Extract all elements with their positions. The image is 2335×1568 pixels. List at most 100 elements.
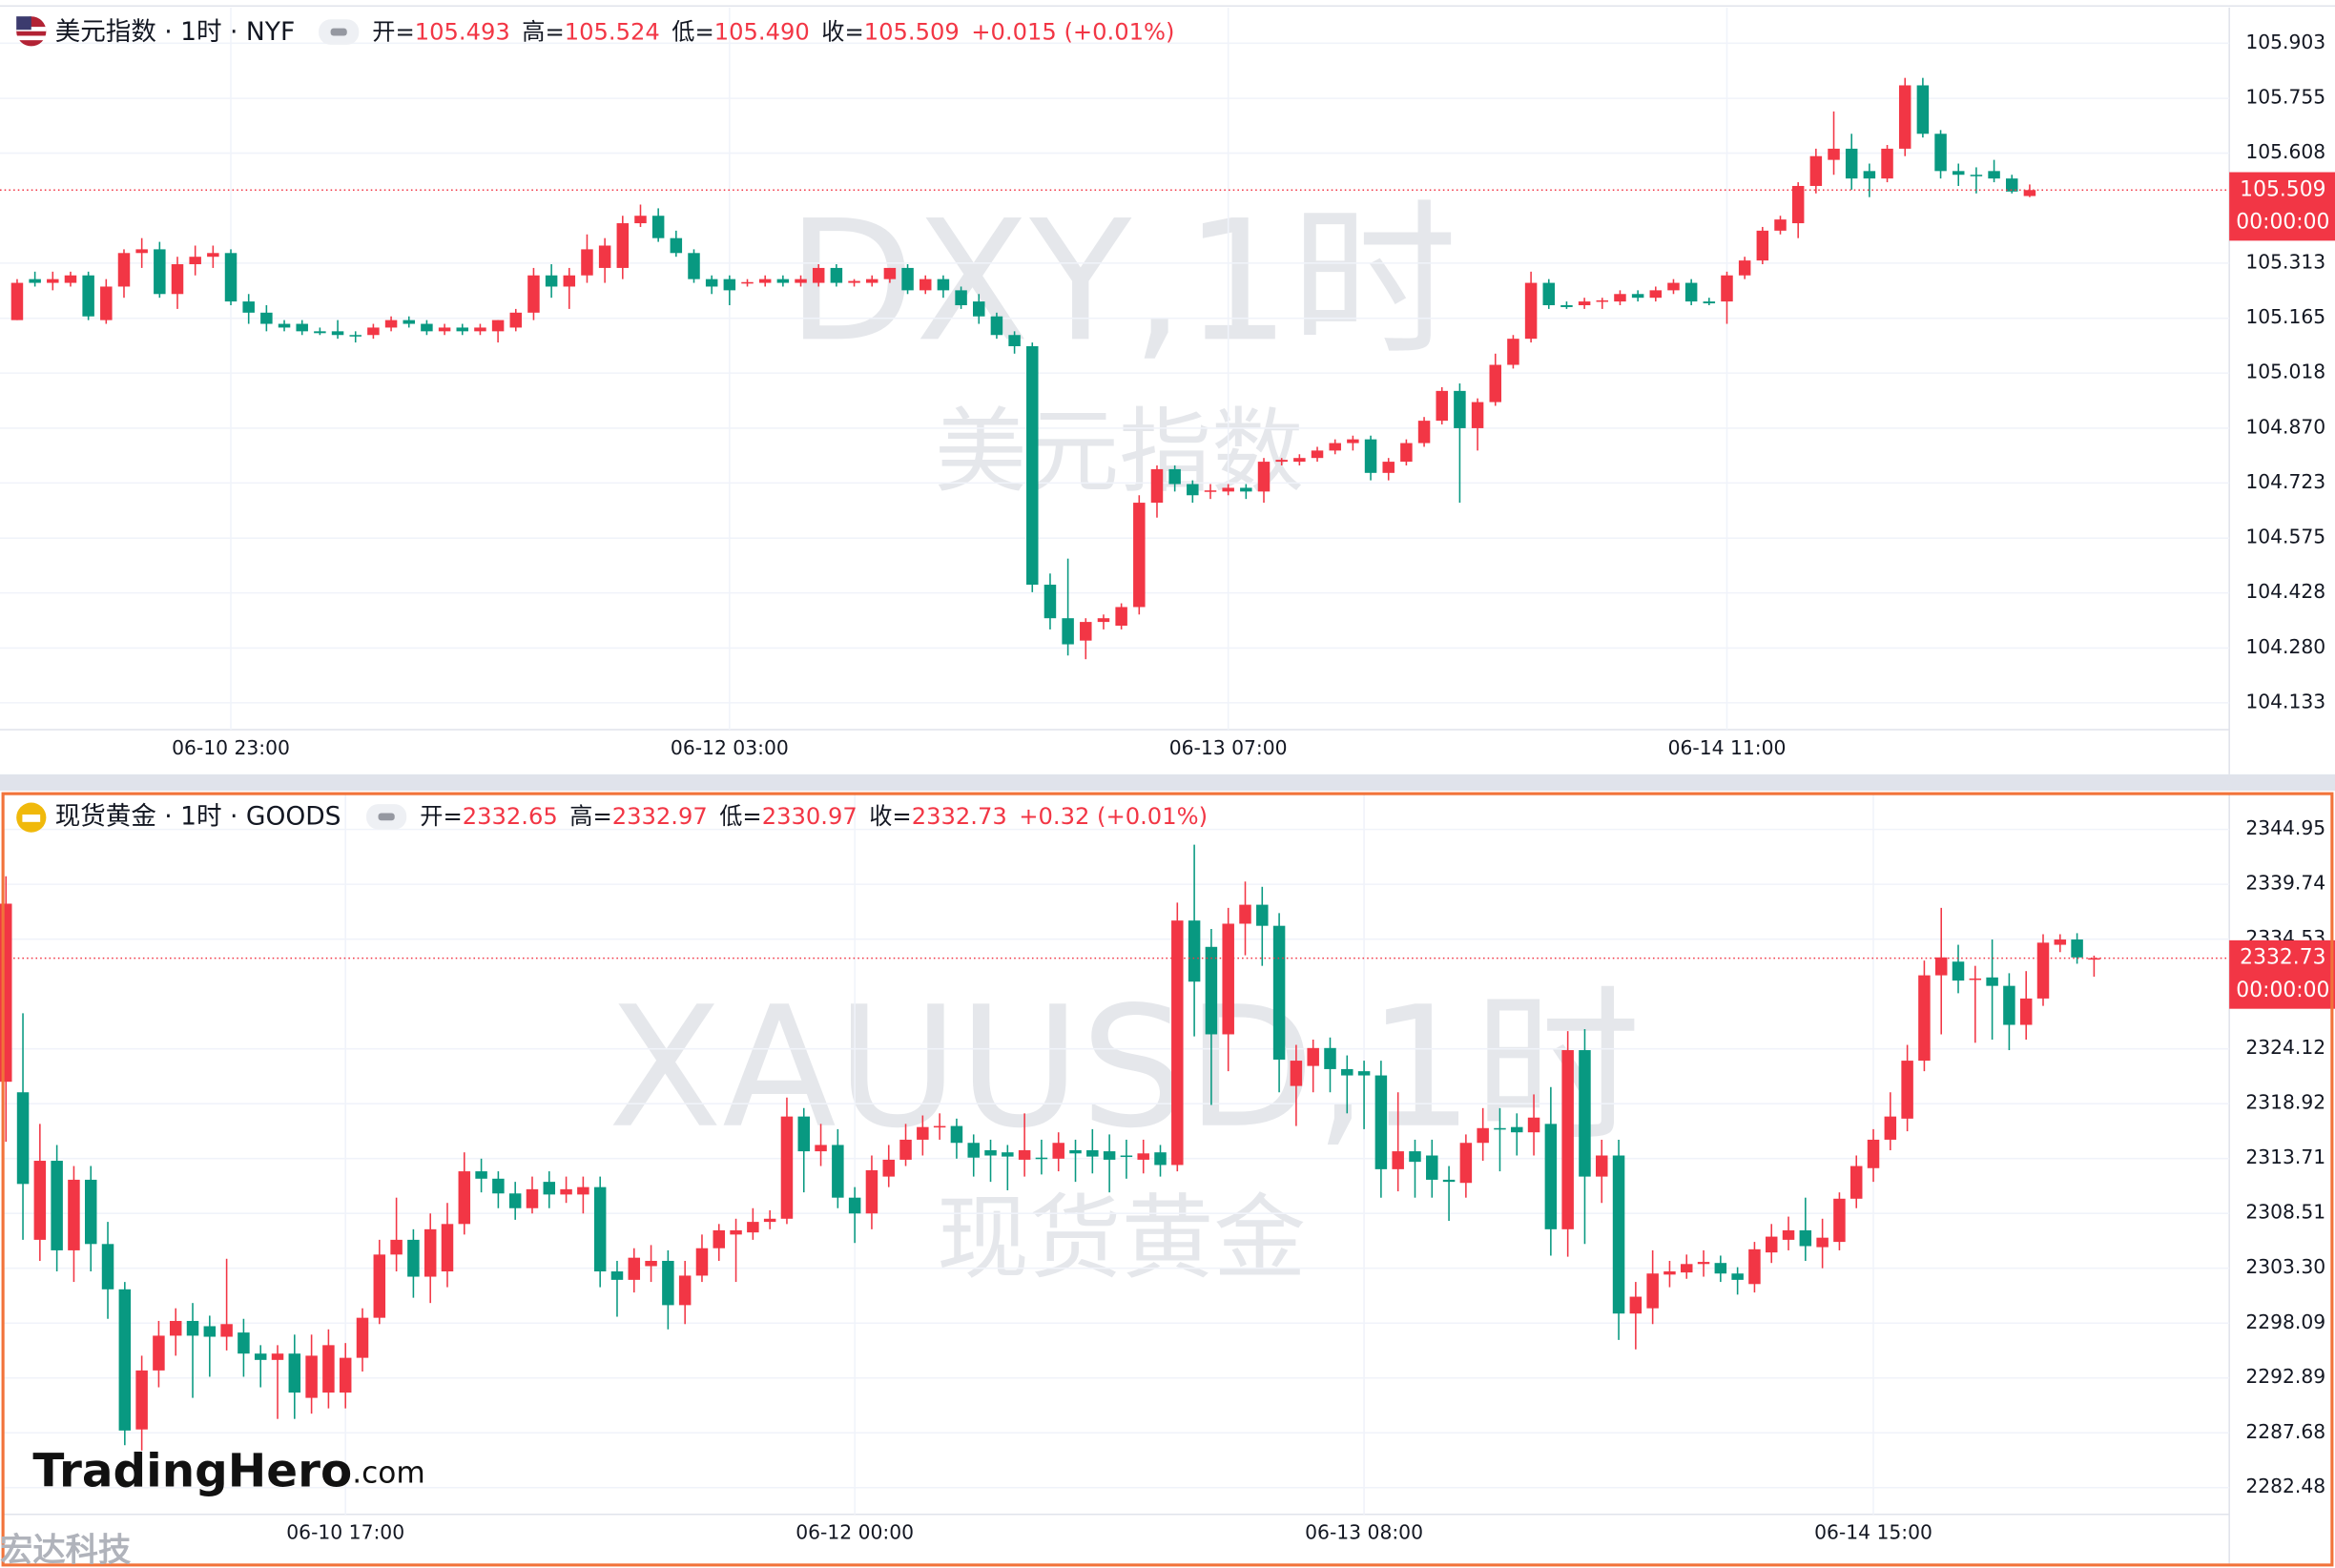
candle-body [1293, 458, 1306, 463]
candle-body [1612, 1155, 1625, 1314]
candle-body [508, 1193, 522, 1208]
candle-body [1527, 1117, 1540, 1133]
candle-body [1329, 443, 1341, 451]
candle-body [349, 335, 362, 337]
candle-body [491, 320, 505, 332]
logo-main: TradingHero [32, 1445, 352, 1498]
candle-body [403, 320, 415, 324]
candle-body [118, 1289, 132, 1431]
candle-body [634, 216, 647, 224]
candle-body [1044, 585, 1057, 619]
y-tick-label: 104.280 [2245, 635, 2325, 658]
candle-body [1631, 294, 1644, 299]
candle-body [917, 1126, 929, 1140]
candle-body [1828, 148, 1840, 160]
ohlc-value: 2332.73 [912, 803, 1007, 830]
ohlc-value: 2330.97 [762, 803, 858, 830]
candle-body [1115, 607, 1127, 627]
candle-body [117, 253, 131, 287]
candle-body [1324, 1047, 1336, 1069]
candle-body [1489, 364, 1501, 402]
x-tick-label: 06-10 23:00 [172, 736, 290, 759]
ohlc-header: 开=2332.65 高=2332.97 低=2330.97 收=2332.73 +0.3… [420, 803, 1208, 830]
candle-body [577, 1186, 589, 1195]
candle-body [1748, 1248, 1761, 1285]
candle-body [1103, 1151, 1116, 1160]
ohlc-label: 高= [522, 18, 564, 45]
ohlc-label: 开= [420, 803, 462, 830]
y-tick-label: 105.165 [2245, 305, 2325, 328]
candle-body [1426, 1155, 1438, 1180]
candle-body [260, 312, 273, 324]
candle-body [967, 1143, 980, 1158]
candle-body [101, 1244, 114, 1289]
candle-body [1400, 443, 1413, 463]
candle-body [1222, 923, 1234, 1035]
candle-body [100, 286, 113, 320]
x-tick-label: 06-14 15:00 [1814, 1521, 1932, 1544]
candle-body [758, 279, 772, 283]
candle-body [1272, 925, 1286, 1060]
candle-body [1881, 148, 1893, 179]
candle-body [1507, 339, 1519, 365]
watermark: DXY,1时 [787, 185, 1457, 379]
candle-body [865, 1169, 878, 1214]
candle-body [1290, 1061, 1303, 1086]
candle-body [1168, 468, 1181, 485]
candle-body [610, 1271, 624, 1280]
y-tick-label: 2324.12 [2245, 1036, 2325, 1059]
logo: TradingHero.com [32, 1445, 424, 1498]
candle-body [407, 1239, 420, 1277]
y-tick-label: 2303.30 [2245, 1255, 2325, 1278]
candle-body [456, 327, 469, 332]
candle-body [1952, 961, 1965, 981]
candle-body [662, 1260, 674, 1306]
candle-body [424, 1228, 437, 1277]
candle-body [288, 1353, 301, 1393]
candle-body [224, 253, 238, 302]
y-tick-label: 105.903 [2245, 31, 2325, 53]
ohlc-label: 高= [569, 803, 611, 830]
candle-body [883, 267, 897, 279]
x-tick-label: 06-13 08:00 [1305, 1521, 1423, 1544]
watermark-sub: 现货黄金 [937, 1185, 1306, 1292]
candle-body [651, 216, 665, 238]
x-tick-label: 06-12 00:00 [796, 1521, 914, 1544]
candle-body [713, 1229, 726, 1248]
candle-body [154, 249, 166, 295]
candle-body [2088, 958, 2100, 960]
candle-body [990, 316, 1003, 336]
candle-body [10, 282, 24, 320]
candle-body [1970, 175, 1983, 176]
candle-body [1382, 462, 1395, 473]
ohlc-value: 105.493 [415, 18, 510, 45]
ohlc-value: 105.524 [565, 18, 660, 45]
y-tick-label: 2344.95 [2245, 816, 2325, 839]
candle-body [1845, 148, 1858, 179]
candle-body [314, 331, 326, 334]
candle-body [153, 1335, 165, 1371]
candle-body [1918, 975, 1931, 1062]
candle-body [730, 1229, 742, 1235]
candle-body [1774, 219, 1787, 231]
ohlc-value: 105.490 [714, 18, 810, 45]
candle-body [438, 327, 451, 332]
candle-body [593, 1186, 607, 1272]
candle-body [1596, 1155, 1608, 1177]
candle-body [723, 279, 736, 291]
candle-body [1275, 460, 1288, 463]
y-tick-label: 105.608 [2245, 140, 2325, 163]
candle-body [1901, 1061, 1913, 1119]
y-tick-label: 104.133 [2245, 690, 2325, 712]
candle-body [1347, 439, 1359, 444]
candle-body [955, 290, 967, 305]
watermark: XAUUSD,1时 [608, 972, 1641, 1166]
candle-body [973, 301, 985, 317]
candle-body [1080, 622, 1092, 641]
candle-body [509, 312, 523, 328]
candle-body [563, 275, 576, 287]
candle-body [1697, 1262, 1710, 1265]
candle-body [1307, 1047, 1319, 1066]
